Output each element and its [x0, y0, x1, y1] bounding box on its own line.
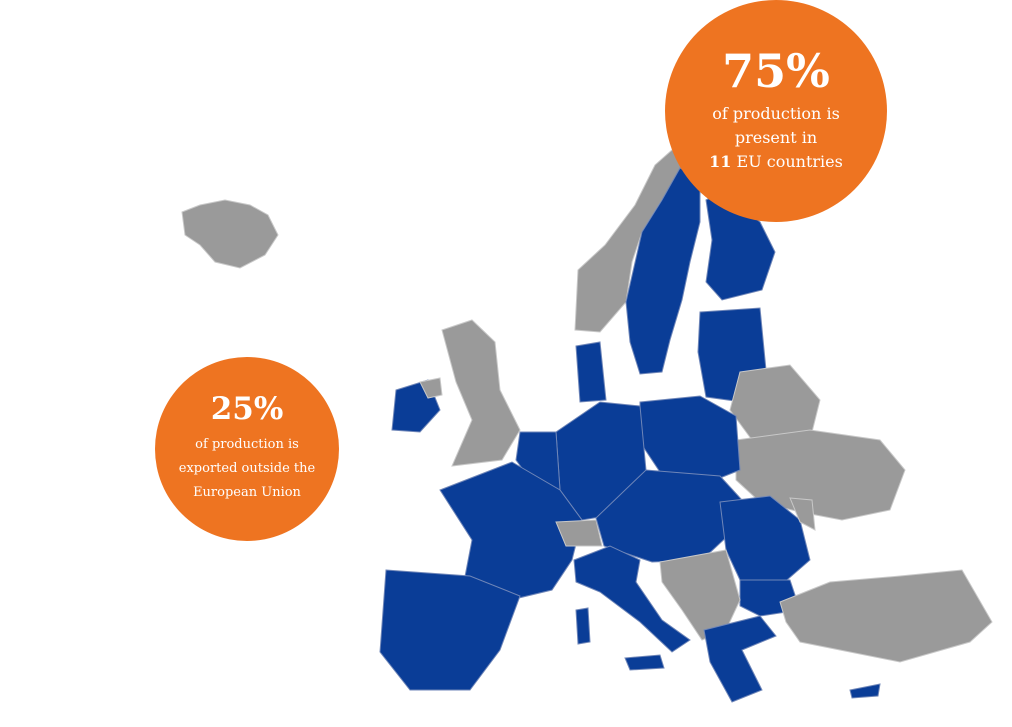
callout-text: of production is — [195, 436, 299, 452]
italy — [573, 545, 691, 653]
poland — [639, 395, 741, 483]
moldova — [789, 497, 816, 531]
callout-value: 25% — [210, 390, 284, 427]
callout-text: European Union — [193, 484, 301, 500]
callout-eu-production: 75% of production is present in 11 EU co… — [665, 0, 887, 222]
callout-value: 75% — [722, 44, 830, 98]
greece — [703, 615, 777, 703]
cyprus — [849, 683, 881, 699]
united-kingdom — [441, 319, 521, 467]
france — [439, 461, 583, 603]
country-count-suffix: EU countries — [731, 152, 843, 171]
sardinia — [575, 607, 591, 645]
ukraine — [735, 429, 906, 521]
callout-text: exported outside the — [178, 460, 316, 476]
sicily — [624, 654, 665, 671]
northern-ireland — [419, 377, 443, 399]
turkey — [779, 569, 993, 663]
iberia — [379, 569, 521, 691]
sweden — [625, 167, 701, 375]
callout-text: present in — [734, 128, 818, 147]
country-count: 11 — [709, 152, 732, 171]
romania — [719, 495, 811, 587]
denmark — [575, 341, 607, 403]
belarus — [729, 364, 821, 441]
callout-text: 11 EU countries — [709, 150, 843, 174]
callout-export: 25% of production is exported outside th… — [155, 357, 339, 541]
iceland — [181, 199, 279, 269]
callout-text: of production is — [712, 104, 840, 123]
switzerland — [555, 519, 603, 547]
